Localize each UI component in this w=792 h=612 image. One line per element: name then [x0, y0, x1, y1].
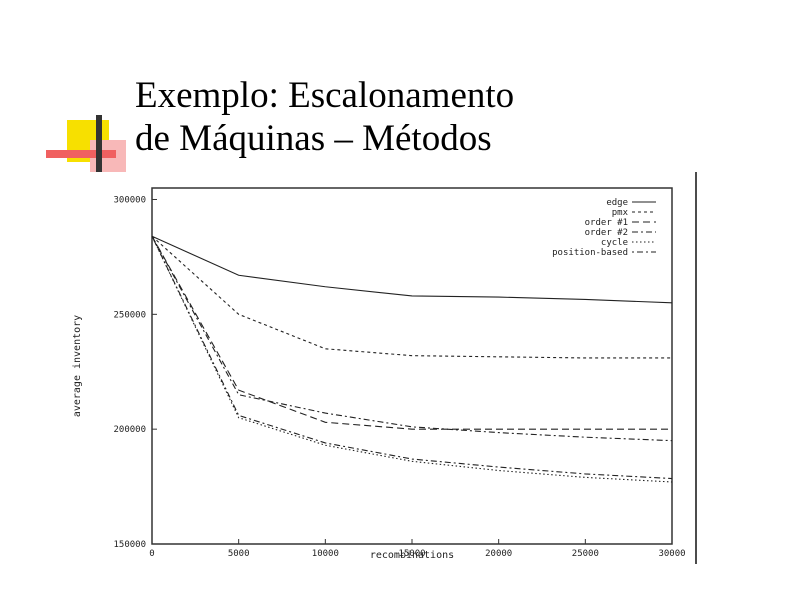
slide-title-line-1: Exemplo: Escalonamento	[135, 75, 515, 116]
x-tick-label: 0	[149, 549, 154, 559]
slide-title: Exemplo: Escalonamento de Máquinas – Mét…	[135, 74, 775, 160]
slide-accent-dark-bar	[96, 115, 102, 173]
x-tick-label: 25000	[572, 549, 599, 559]
x-axis-label: recombinations	[370, 550, 454, 561]
inventory-line-chart: 150000 200000 250000 300000 0 5000 10000 15000…	[68, 172, 698, 564]
y-axis-ticks: 150000 200000 250000 300000	[113, 195, 157, 550]
legend-label: order #1	[585, 218, 628, 228]
legend-label: position-based	[552, 248, 628, 258]
y-tick-label: 250000	[113, 310, 146, 320]
slide-title-line-2: de Máquinas – Métodos	[135, 118, 492, 159]
legend-label: cycle	[601, 238, 628, 248]
chart-series	[151, 235, 673, 483]
legend-label: pmx	[612, 208, 629, 218]
y-axis-label: average inventory	[72, 315, 83, 417]
series-line-0	[151, 235, 673, 304]
x-tick-label: 20000	[485, 549, 512, 559]
legend-label: edge	[606, 198, 628, 208]
y-tick-label: 300000	[113, 195, 146, 205]
series-line-2	[151, 235, 672, 430]
x-tick-label: 10000	[312, 549, 339, 559]
chart-background	[68, 172, 698, 564]
y-tick-label: 200000	[113, 425, 146, 435]
x-axis-ticks: 0 5000 10000 15000 20000 25000 30000	[149, 539, 686, 559]
series-line-4	[151, 235, 673, 483]
x-tick-label: 30000	[658, 549, 685, 559]
x-tick-label: 5000	[228, 549, 250, 559]
legend-label: order #2	[585, 228, 628, 238]
series-line-5	[151, 235, 673, 480]
series-line-1	[151, 235, 672, 359]
slide-accent-red-bar	[46, 150, 116, 158]
y-tick-label: 150000	[113, 540, 146, 550]
x-tick-label: 15000	[398, 549, 425, 559]
